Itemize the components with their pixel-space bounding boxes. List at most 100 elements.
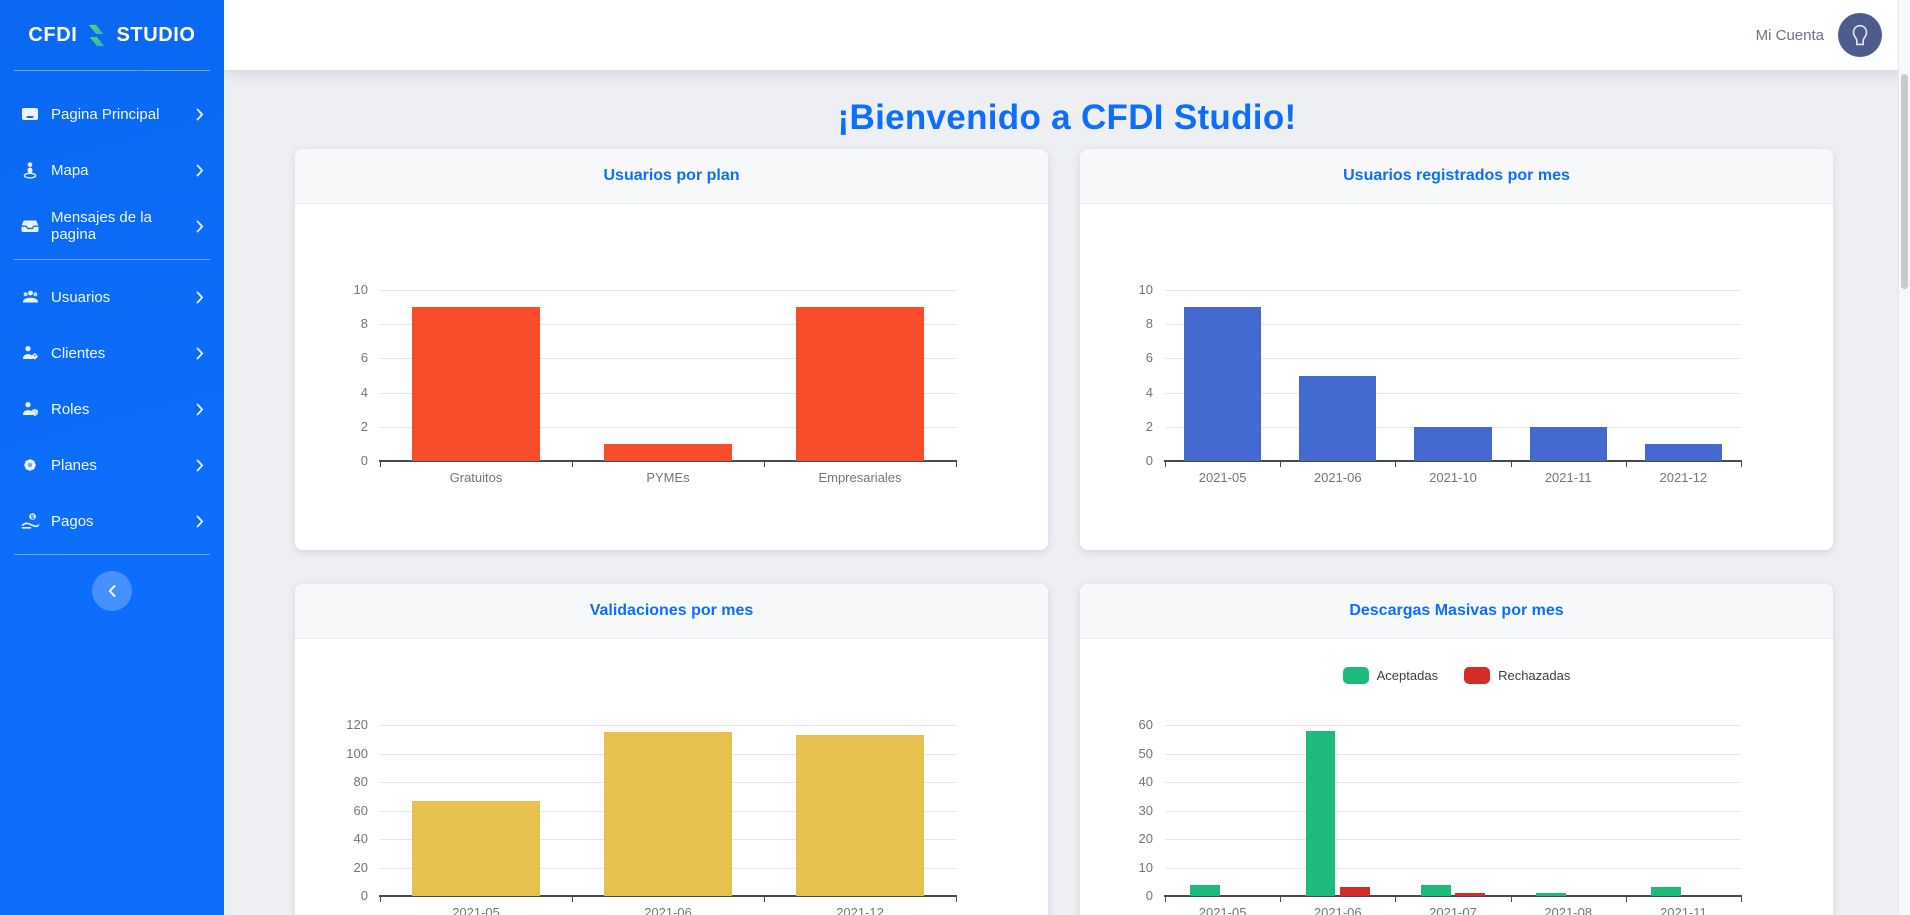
sidebar-item-roles[interactable]: Roles bbox=[8, 386, 216, 432]
sidebar-item-pagos[interactable]: $ Pagos bbox=[8, 498, 216, 544]
legend-entry-Rechazadas: Rechazadas bbox=[1464, 667, 1570, 684]
hand-holding-dollar-icon: $ bbox=[20, 511, 40, 531]
y-axis-tick-label: 10 bbox=[1138, 282, 1153, 297]
plot-area: 0 2 4 6 8 10 2021-05 2021-06 2021-10 2021-11 2021-… bbox=[1139, 282, 1742, 485]
x-axis-tick bbox=[1280, 461, 1282, 467]
sidebar: CFDI STUDIO bbox=[0, 0, 224, 915]
x-axis-category-label: 2021-07 bbox=[1429, 905, 1477, 915]
x-axis-category-label: 2021-06 bbox=[1313, 905, 1362, 915]
card-usuarios-por-plan: Usuarios por plan 0 2 4 6 8 10 Gratuitos PYMEs E… bbox=[295, 149, 1048, 550]
bar-2021-11-Aceptadas bbox=[1651, 887, 1682, 896]
bar-2021-07-Aceptadas bbox=[1420, 884, 1451, 896]
y-axis-tick-label: 0 bbox=[1145, 453, 1153, 468]
chevron-right-icon bbox=[196, 347, 204, 360]
y-axis-tick-label: 20 bbox=[1138, 831, 1153, 846]
gridline bbox=[1165, 324, 1741, 326]
card-header: Descargas Masivas por mes bbox=[1080, 584, 1833, 639]
avatar[interactable] bbox=[1838, 13, 1882, 57]
x-axis-tick bbox=[1510, 461, 1512, 467]
plot-area: 0 10 20 30 40 50 60 2021-05 2021-06 2021-07 2021-0… bbox=[1139, 717, 1742, 915]
sidebar-item-clientes[interactable]: Clientes bbox=[8, 330, 216, 376]
brand-logo[interactable]: CFDI STUDIO bbox=[0, 0, 224, 70]
sidebar-item-planes[interactable]: Planes bbox=[8, 442, 216, 488]
bar-2021-05 bbox=[411, 800, 541, 896]
y-axis-tick-label: 120 bbox=[346, 717, 368, 732]
sidebar-item-label: Mapa bbox=[51, 161, 89, 179]
user-tag-icon bbox=[20, 343, 40, 363]
x-axis-category-label: 2021-08 bbox=[1544, 905, 1593, 915]
sidebar-item-label: Planes bbox=[51, 456, 97, 474]
chevron-right-icon bbox=[196, 459, 204, 472]
bar-2021-05-Aceptadas bbox=[1190, 884, 1221, 896]
legend-swatch bbox=[1342, 667, 1369, 684]
page-title: ¡Bienvenido a CFDI Studio! bbox=[837, 98, 1297, 137]
y-axis-tick-label: 0 bbox=[360, 453, 368, 468]
x-axis-line bbox=[1164, 895, 1742, 897]
bar-PYMEs bbox=[603, 443, 733, 461]
chevron-right-icon bbox=[196, 515, 204, 528]
sidebar-item-mapa[interactable]: Mapa bbox=[8, 147, 216, 193]
account-menu-label[interactable]: Mi Cuenta bbox=[1755, 26, 1824, 44]
bar-2021-10 bbox=[1414, 426, 1492, 461]
x-axis-line bbox=[379, 895, 957, 897]
sidebar-item-mensajes[interactable]: Mensajes de la pagina bbox=[8, 203, 216, 249]
scrollbar-track[interactable] bbox=[1898, 0, 1910, 915]
y-axis-tick-label: 10 bbox=[353, 282, 368, 297]
bar-Gratuitos bbox=[411, 307, 541, 461]
x-axis-line bbox=[379, 460, 957, 462]
chevron-left-icon bbox=[107, 584, 117, 598]
bar-2021-12 bbox=[1644, 443, 1722, 461]
x-axis-tick bbox=[380, 896, 381, 902]
user-shield-icon bbox=[20, 399, 40, 419]
sidebar-item-pagina-principal[interactable]: Pagina Principal bbox=[8, 91, 216, 137]
bar-2021-11 bbox=[1529, 426, 1607, 461]
chart-usuarios-registrados-por-mes: 0 2 4 6 8 10 2021-05 2021-06 2021-10 2021-11 2021-… bbox=[1080, 204, 1833, 549]
y-axis-tick-label: 8 bbox=[1145, 316, 1153, 332]
y-axis-tick-label: 6 bbox=[1145, 350, 1153, 366]
gridline bbox=[380, 725, 956, 726]
users-icon bbox=[20, 287, 40, 307]
bar-2021-06-Rechazadas bbox=[1340, 887, 1371, 896]
legend-label: Aceptadas bbox=[1376, 668, 1439, 683]
gridline bbox=[1165, 839, 1741, 840]
plot-area: 0 20 40 60 80 100 120 2021-05 2021-06 2021-12 bbox=[346, 717, 957, 915]
plot-area: 0 2 4 6 8 10 Gratuitos PYMEs Empresariales bbox=[354, 282, 957, 485]
y-axis-tick-label: 60 bbox=[1138, 717, 1153, 732]
card-title: Usuarios por plan bbox=[603, 167, 740, 184]
x-axis-category-label: 2021-11 bbox=[1544, 470, 1592, 485]
x-axis-tick bbox=[1510, 896, 1512, 902]
x-axis-category-label: 2021-05 bbox=[452, 905, 500, 915]
sidebar-item-usuarios[interactable]: Usuarios bbox=[8, 274, 216, 320]
scrollbar-thumb[interactable] bbox=[1901, 74, 1908, 289]
x-axis-tick bbox=[764, 461, 765, 467]
card-header: Validaciones por mes bbox=[295, 584, 1048, 639]
bar-2021-06 bbox=[603, 732, 733, 896]
legend-swatch bbox=[1464, 667, 1491, 684]
y-axis-tick-label: 2 bbox=[1145, 418, 1153, 434]
x-axis-category-label: Gratuitos bbox=[449, 470, 503, 485]
card-title: Descargas Masivas por mes bbox=[1349, 602, 1564, 619]
x-axis-tick bbox=[1165, 896, 1166, 902]
seal-icon bbox=[20, 455, 40, 475]
y-axis-tick-label: 6 bbox=[360, 350, 368, 366]
svg-text:$: $ bbox=[30, 515, 34, 521]
x-axis-tick bbox=[764, 896, 765, 902]
card-header: Usuarios por plan bbox=[295, 149, 1048, 204]
x-axis-category-label: 2021-12 bbox=[836, 905, 884, 915]
gridline bbox=[380, 358, 956, 360]
legend-entry-Aceptadas: Aceptadas bbox=[1342, 667, 1439, 684]
gridline bbox=[380, 290, 956, 291]
sidebar-item-label: Clientes bbox=[51, 344, 106, 362]
street-view-icon bbox=[20, 160, 40, 180]
gridline bbox=[1165, 753, 1741, 755]
gridline bbox=[1165, 867, 1741, 869]
bar-2021-08-Aceptadas bbox=[1535, 893, 1566, 896]
x-axis-tick bbox=[1625, 896, 1627, 902]
y-axis-tick-label: 20 bbox=[353, 859, 368, 875]
x-axis-tick bbox=[1395, 461, 1397, 467]
sidebar-item-label: Roles bbox=[51, 400, 90, 418]
y-axis-tick-label: 100 bbox=[346, 745, 368, 761]
sidebar-collapse-button[interactable] bbox=[92, 571, 132, 611]
x-axis-tick bbox=[1395, 896, 1397, 902]
x-axis-category-label: 2021-06 bbox=[644, 905, 692, 915]
